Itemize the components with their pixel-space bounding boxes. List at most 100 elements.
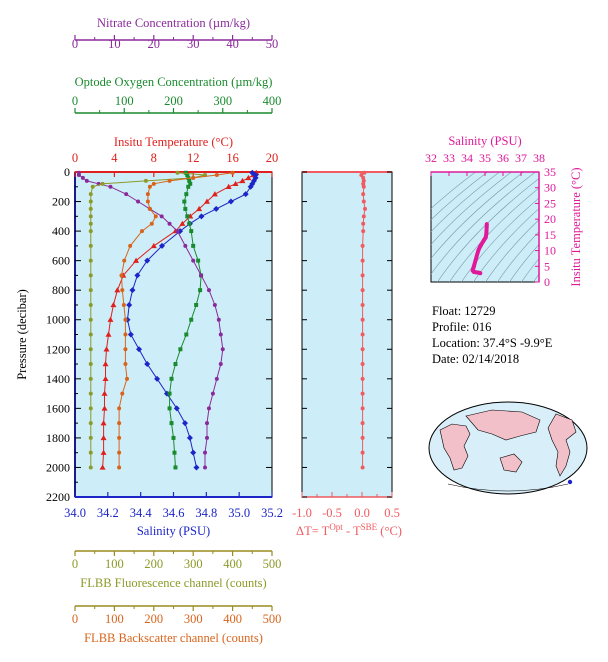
fluorescence-point — [88, 421, 93, 426]
nitrate-tick-label: 10 — [108, 37, 121, 51]
oxygen-tick-label: 300 — [213, 94, 232, 108]
temperature-tick-label: 8 — [151, 151, 157, 165]
backscatter-point — [117, 450, 122, 455]
oxygen-point — [185, 214, 190, 219]
fluorescence-tick-label: 100 — [105, 557, 124, 571]
backscatter-point — [120, 288, 125, 293]
delta-t-chart: -1.0 -0.5 0.0 0.5 ΔT= TOpt - TSBE (°C) — [292, 170, 402, 538]
temperature-point — [101, 390, 108, 396]
nitrate-line — [78, 172, 224, 468]
backscatter-point — [117, 465, 122, 470]
fluorescence-point — [88, 362, 93, 367]
backscatter-tick-label: 0 — [72, 612, 78, 626]
ts-x-tick-label: 36 — [497, 151, 509, 165]
fluorescence-point — [88, 221, 93, 226]
oxygen-point — [169, 376, 174, 381]
fluorescence-point — [88, 302, 93, 307]
series-backscatter — [117, 170, 235, 470]
salinity-point — [127, 331, 134, 338]
nitrate-point — [175, 229, 180, 234]
plot-area — [74, 171, 273, 498]
fluorescence-tick-label: 200 — [144, 557, 163, 571]
ts-density-contour — [431, 172, 500, 233]
nitrate-point — [183, 243, 188, 248]
ts-y-tick-label: 15 — [544, 228, 556, 242]
ts-y-tick-label: 5 — [544, 259, 550, 273]
delta-t-point — [360, 406, 365, 411]
backscatter-line — [118, 172, 233, 468]
delta-t-point — [361, 199, 366, 204]
delta-t-point — [360, 450, 365, 455]
ts-point — [474, 254, 479, 259]
fluorescence-point — [88, 332, 93, 337]
nitrate-point — [159, 214, 164, 219]
pressure-tick-label: 1800 — [46, 431, 70, 445]
dt-tick-label: 0.0 — [354, 506, 370, 520]
axis-temperature: 0 4 8 12 16 20 Insitu Temperature (°C) — [72, 135, 278, 177]
ts-density-contour — [509, 243, 539, 282]
nitrate-tick-label: 30 — [187, 37, 200, 51]
nitrate-tick-label: 20 — [148, 37, 161, 51]
dt-axis-title-part: ΔT= T — [296, 524, 330, 538]
fluorescence-point — [100, 181, 105, 186]
dt-axis-title-part: - T — [343, 524, 361, 538]
pressure-tick-label: 800 — [52, 283, 70, 297]
nitrate-point — [203, 465, 208, 470]
fluorescence-point — [88, 450, 93, 455]
oxygen-point — [182, 199, 187, 204]
salinity-point — [134, 272, 141, 279]
fluorescence-point — [88, 229, 93, 234]
pressure-tick-label: 2200 — [46, 490, 70, 504]
oxygen-point — [184, 332, 189, 337]
temperature-point — [110, 301, 117, 308]
salinity-tick-label: 34.6 — [163, 506, 185, 520]
backscatter-point — [117, 421, 122, 426]
temperature-point — [239, 177, 246, 184]
ts-density-contour — [431, 172, 512, 245]
backscatter-point — [123, 362, 128, 367]
nitrate-point — [204, 435, 209, 440]
temperature-tick-label: 12 — [187, 151, 200, 165]
dt-tick-label: -0.5 — [322, 506, 342, 520]
temperature-tick-label: 20 — [266, 151, 279, 165]
delta-t-point — [361, 214, 366, 219]
oxygen-point — [173, 362, 178, 367]
pressure-tick-label: 1000 — [46, 313, 70, 327]
ts-y-tick-label: 20 — [544, 212, 556, 226]
info-location: Location: 37.4°S -9.9°E — [432, 336, 553, 350]
pressure-tick-label: 2000 — [46, 460, 70, 474]
salinity-point — [213, 205, 220, 212]
nitrate-point — [136, 199, 141, 204]
info-date: Date: 02/14/2018 — [432, 352, 520, 366]
ts-y-tick-label: 25 — [544, 196, 556, 210]
map-australia — [499, 453, 523, 473]
fluorescence-line — [90, 172, 206, 468]
temperature-point — [101, 405, 108, 411]
oxygen-point — [183, 170, 188, 175]
nitrate-point — [218, 362, 223, 367]
pressure-tick-label: 1200 — [46, 342, 70, 356]
temperature-tick-label: 0 — [72, 151, 78, 165]
oxygen-point — [187, 178, 192, 183]
backscatter-tick-label: 100 — [105, 612, 124, 626]
temperature-point — [225, 183, 232, 189]
oxygen-point — [178, 347, 183, 352]
ts-density-contour — [521, 258, 539, 282]
temperature-point — [100, 449, 107, 455]
ts-x-tick-label: 32 — [425, 151, 437, 165]
pressure-tick-label: 400 — [52, 224, 70, 238]
fluorescence-point — [175, 170, 180, 175]
ts-density-contour — [431, 172, 488, 221]
fluorescence-point — [88, 435, 93, 440]
ts-density-contour — [431, 172, 524, 259]
backscatter-point — [191, 175, 196, 180]
map-africa-europe — [439, 423, 471, 471]
ts-point — [476, 247, 481, 252]
delta-t-point — [361, 184, 366, 189]
fluorescence-point — [88, 206, 93, 211]
salinity-point — [144, 257, 151, 264]
temperature-point — [100, 434, 107, 441]
salinity-point — [190, 449, 197, 456]
